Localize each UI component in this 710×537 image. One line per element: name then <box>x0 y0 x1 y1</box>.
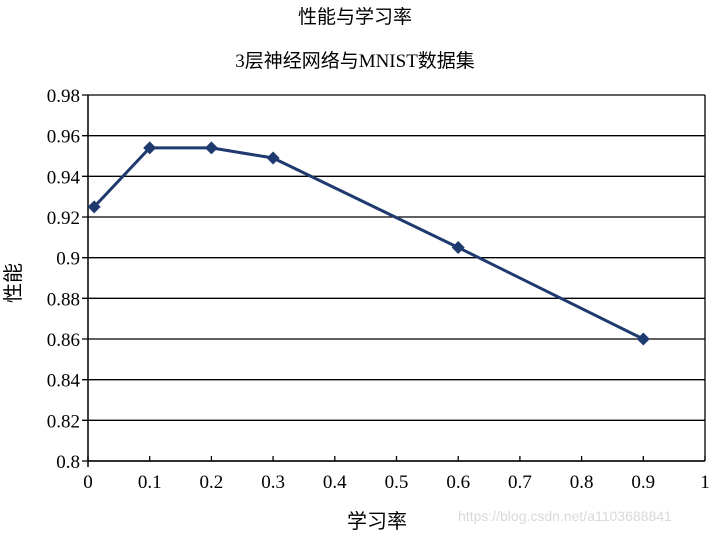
y-tick-label: 0.96 <box>47 127 80 148</box>
y-tick-label: 0.84 <box>47 371 81 392</box>
x-tick-label: 0.9 <box>631 472 655 493</box>
y-axis-label: 性能 <box>2 263 25 303</box>
x-tick-label: 0.8 <box>570 472 594 493</box>
series-line <box>93 146 644 341</box>
y-tick-label: 0.86 <box>47 330 80 351</box>
x-axis-label: 学习率 <box>347 510 407 533</box>
diamond-marker-icon <box>143 141 157 155</box>
x-tick-label: 0 <box>83 472 93 493</box>
y-axis-ticks: 0.8 0.82 0.84 0.86 0.88 0.9 0.92 0.94 0.96 0.98 <box>47 86 81 473</box>
diamond-marker-icon <box>87 200 101 214</box>
y-tick-label: 0.9 <box>56 249 80 270</box>
diamond-marker-icon <box>204 141 218 155</box>
y-tick-label: 0.82 <box>47 411 80 432</box>
x-tick-label: 0.2 <box>200 472 224 493</box>
x-tick-label: 0.3 <box>261 472 285 493</box>
chart-title: 性能与学习率 <box>297 7 412 28</box>
data-series <box>87 141 650 346</box>
gridlines <box>82 94 705 462</box>
y-tick-label: 0.8 <box>56 452 80 473</box>
diamond-marker-icon <box>266 151 280 165</box>
diamond-marker-icon <box>636 332 650 346</box>
x-tick-label: 0.7 <box>508 472 532 493</box>
y-tick-label: 0.92 <box>47 208 80 229</box>
chart-subtitle: 3层神经网络与MNIST数据集 <box>235 51 475 72</box>
y-tick-label: 0.94 <box>47 167 81 188</box>
y-tick-label: 0.98 <box>47 86 80 107</box>
x-tick-label: 0.4 <box>323 472 347 493</box>
x-tick-label: 0.5 <box>385 472 409 493</box>
diamond-marker-icon <box>451 241 465 254</box>
y-tick-label: 0.88 <box>47 289 80 310</box>
x-tick-label: 1 <box>700 472 710 493</box>
x-tick-label: 0.1 <box>138 472 162 493</box>
watermark-text: https://blog.csdn.net/a1103688841 <box>458 508 672 524</box>
axes <box>87 95 706 467</box>
x-tick-label: 0.6 <box>446 472 470 493</box>
x-axis-ticks: 0 0.1 0.2 0.3 0.4 0.5 0.6 0.7 0.8 0.9 1 <box>83 456 710 493</box>
